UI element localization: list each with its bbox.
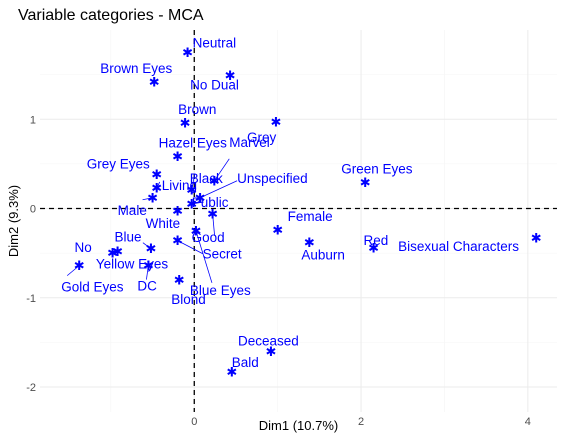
x-tick-label: 0 [191, 416, 197, 428]
y-tick-label: -2 [26, 382, 36, 394]
y-tick-label: 0 [30, 204, 36, 216]
data-point-label: Bald [232, 355, 259, 370]
data-point-label: Neutral [193, 35, 237, 50]
data-point-marker: ✱ [74, 258, 85, 273]
x-tick-label: 4 [525, 416, 531, 428]
data-point-label: Hazel Eyes [159, 136, 228, 151]
data-point-marker: ✱ [172, 233, 183, 248]
data-point-label: Public [192, 195, 229, 210]
data-point-marker: ✱ [360, 175, 371, 190]
data-point-label: Living [162, 178, 197, 193]
data-point-marker: ✱ [271, 114, 282, 129]
data-point-marker: ✱ [172, 149, 183, 164]
data-point-label: Grey Eyes [87, 157, 150, 172]
data-point-marker: ✱ [149, 74, 160, 89]
data-point-label: Bisexual Characters [398, 239, 519, 254]
data-point-label: Marvel [229, 135, 270, 150]
data-point-marker: ✱ [180, 115, 191, 130]
data-point-marker: ✱ [145, 241, 156, 256]
data-point-label: Good [192, 230, 225, 245]
data-point-label: Blond [171, 292, 206, 307]
data-point-label: No [75, 240, 92, 255]
data-point-marker: ✱ [272, 222, 283, 237]
data-point-label: Deceased [238, 333, 299, 348]
data-point-marker: ✱ [182, 45, 193, 60]
data-point-label: Unspecified [237, 171, 308, 186]
data-point-label: Yellow Eyes [96, 257, 169, 272]
data-point-label: Brown [178, 102, 216, 117]
data-point-label: Green Eyes [341, 162, 413, 177]
data-point-label: White [146, 216, 181, 231]
data-point-label: Auburn [301, 247, 345, 262]
data-point-label: No Dual [190, 78, 239, 93]
x-axis-title: Dim1 (10.7%) [259, 418, 338, 433]
y-axis-title: Dim2 (9.3%) [6, 185, 21, 257]
data-point-label: Brown Eyes [100, 61, 172, 76]
y-tick-label: -1 [26, 293, 36, 305]
data-point-label: Blue [115, 229, 142, 244]
data-point-label: Female [288, 209, 333, 224]
x-tick-label: 2 [358, 416, 364, 428]
y-tick-label: 1 [30, 114, 36, 126]
data-point-label: Secret [203, 247, 242, 262]
data-point-label: Red [364, 233, 389, 248]
data-point-marker: ✱ [147, 190, 158, 205]
plot-title: Variable categories - MCA [18, 7, 204, 24]
data-point-label: Gold Eyes [61, 280, 124, 295]
data-point-marker: ✱ [174, 272, 185, 287]
data-point-marker: ✱ [531, 230, 542, 245]
data-point-label: Male [118, 203, 147, 218]
data-point-label: DC [137, 279, 157, 294]
